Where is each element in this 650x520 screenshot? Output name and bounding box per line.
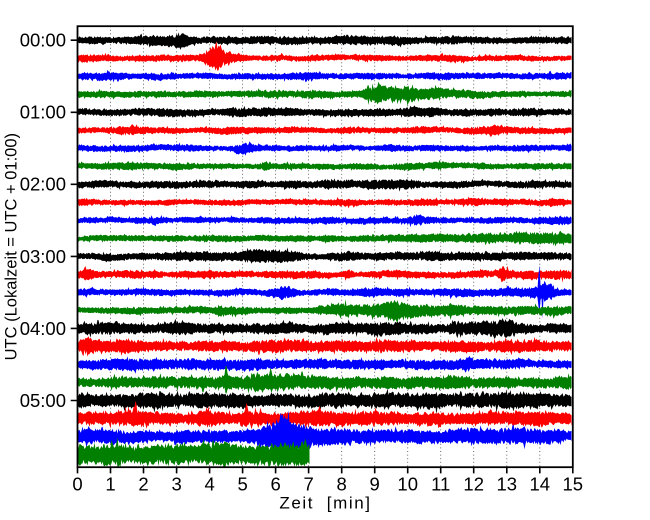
svg-text:4: 4: [204, 474, 214, 495]
svg-text:Zeit [min]: Zeit [min]: [279, 494, 371, 513]
svg-text:3: 3: [171, 474, 181, 495]
svg-text:13: 13: [497, 474, 518, 495]
svg-text:05:00: 05:00: [20, 390, 66, 411]
svg-text:10: 10: [397, 474, 418, 495]
svg-text:9: 9: [370, 474, 380, 495]
svg-text:7: 7: [303, 474, 313, 495]
svg-text:04:00: 04:00: [20, 318, 66, 339]
svg-text:02:00: 02:00: [20, 174, 66, 195]
svg-text:8: 8: [337, 474, 347, 495]
svg-text:1: 1: [105, 474, 115, 495]
svg-text:UTC (Lokalzeit = UTC + 01:00): UTC (Lokalzeit = UTC + 01:00): [3, 133, 21, 360]
svg-text:15: 15: [563, 474, 584, 495]
svg-text:14: 14: [530, 474, 551, 495]
svg-text:11: 11: [431, 474, 450, 495]
svg-text:6: 6: [270, 474, 280, 495]
svg-text:03:00: 03:00: [20, 246, 66, 267]
svg-text:00:00: 00:00: [20, 30, 66, 51]
svg-text:01:00: 01:00: [20, 102, 66, 123]
svg-text:0: 0: [72, 474, 82, 495]
svg-text:5: 5: [237, 474, 247, 495]
svg-text:2: 2: [138, 474, 148, 495]
svg-text:12: 12: [463, 474, 484, 495]
